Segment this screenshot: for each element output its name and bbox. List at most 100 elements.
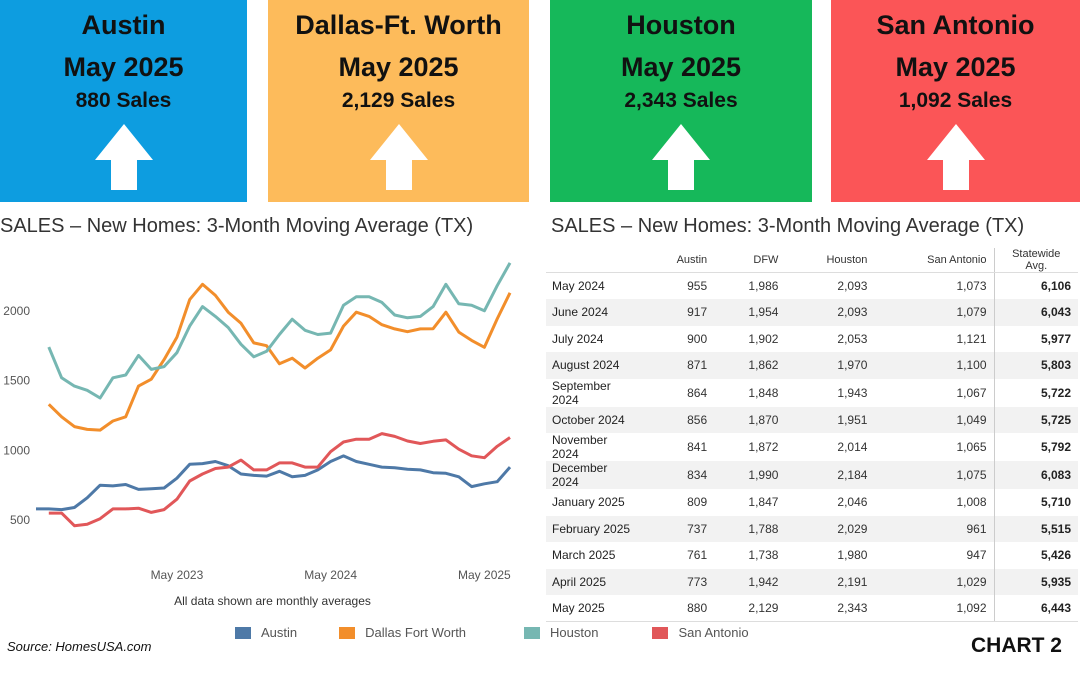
legend-swatch: [652, 626, 669, 639]
y-tick-label: 2000: [3, 304, 30, 318]
table-cell: 6,083: [993, 461, 1078, 489]
card-city: Dallas-Ft. Worth: [295, 10, 502, 40]
table-cell: 2,093: [837, 279, 868, 293]
table-row: October 2024 856 1,870 1,951 1,049 5,725: [546, 406, 1078, 433]
sales-table: Austin DFW Houston San Antonio Statewide…: [546, 248, 1078, 622]
table-cell: 1,980: [837, 548, 868, 563]
chart-number-label: CHART 2: [970, 634, 1062, 657]
table-cell: 871: [642, 352, 715, 379]
up-arrow-icon: [652, 124, 710, 190]
row-month: January 2025: [552, 495, 625, 510]
table-cell: 2,191: [785, 568, 875, 595]
table-cell: 1,049: [874, 406, 994, 433]
legend-swatch: [339, 626, 356, 639]
table-cell: 5,722: [993, 378, 1078, 407]
legend-item-dfw: Dallas Fort Worth: [339, 625, 466, 640]
table-title: SALES – New Homes: 3-Month Moving Averag…: [551, 215, 1025, 237]
table-cell: 1,008: [956, 495, 987, 510]
table-cell: 737: [642, 515, 715, 542]
card-month: May 2025: [895, 52, 1016, 82]
table-cell: 5,426: [993, 542, 1078, 569]
row-month: February 2025: [546, 515, 642, 542]
card-san-antonio: San Antonio May 2025 1,092 Sales: [831, 0, 1080, 202]
table-cell: 2,343: [785, 595, 875, 622]
table-cell: 955: [687, 279, 708, 293]
card-sales: 880 Sales: [75, 89, 172, 112]
table-row: May 2024 955 1,986 2,093 1,073 6,106: [546, 272, 1078, 299]
table-cell: 5,515: [993, 515, 1078, 542]
table-header-row: Austin DFW Houston San Antonio Statewide…: [546, 248, 1078, 273]
table-row: January 2025 809 1,847 2,046 1,008 5,710: [546, 489, 1078, 516]
table-row: February 2025 737 1,788 2,029 961 5,515: [546, 515, 1078, 542]
table-cell: 1,073: [956, 279, 987, 293]
table-cell: 1,902: [748, 331, 779, 346]
row-month: September 2024: [552, 378, 611, 407]
table-cell: 5,710: [993, 489, 1078, 516]
legend-item-austin: Austin: [235, 625, 297, 640]
table-cell: 2,093: [785, 299, 875, 326]
table-cell: 834: [642, 461, 715, 489]
table-cell: 1,029: [874, 568, 994, 595]
table-cell: 1,848: [748, 385, 779, 400]
table-cell: 1,065: [956, 440, 987, 454]
table-cell: 1,954: [714, 299, 786, 326]
card-sales: 2,129 Sales: [341, 89, 456, 112]
table-cell: 2,014: [837, 440, 868, 454]
y-tick-label: 500: [10, 513, 30, 527]
table-cell: 761: [687, 548, 708, 563]
table-cell: 1,862: [714, 352, 786, 379]
table-cell: 1,847: [748, 495, 779, 510]
table-cell: 880: [642, 595, 715, 622]
table-cell: 2,029: [785, 515, 875, 542]
card-houston: Houston May 2025 2,343 Sales: [550, 0, 812, 202]
table-cell: 809: [687, 495, 708, 510]
row-month: April 2025: [546, 568, 642, 595]
legend-label: Houston: [550, 625, 599, 640]
col-header: Houston: [785, 248, 875, 273]
legend-label: San Antonio: [678, 625, 749, 640]
table-row: August 2024 871 1,862 1,970 1,100 5,803: [546, 352, 1078, 379]
col-header: DFW: [714, 248, 786, 273]
card-sales: 1,092 Sales: [898, 89, 1013, 112]
table-cell: 5,977: [993, 325, 1078, 352]
table-cell: 5,792: [993, 433, 1078, 461]
card-city: San Antonio: [876, 10, 1035, 40]
line-chart: 500 1000 1500 2000 May 2023 May 2024 May 2025: [3, 262, 512, 582]
col-header: Austin: [642, 248, 715, 273]
table-cell: 1,951: [785, 406, 875, 433]
table-cell: 1,738: [748, 548, 779, 563]
up-arrow-icon: [94, 124, 153, 190]
x-tick-label: May 2024: [304, 568, 357, 582]
chart-legend: Austin Dallas Fort Worth Houston San Ant…: [235, 625, 791, 640]
legend-item-san-antonio: San Antonio: [652, 625, 749, 640]
chart-footnote: All data shown are monthly averages: [174, 594, 371, 608]
table-cell: 6,106: [993, 272, 1078, 299]
table-cell: 773: [642, 568, 715, 595]
table-cell: 1,943: [837, 385, 868, 400]
table-row: December 2024 834 1,990 2,184 1,075 6,083: [546, 461, 1078, 489]
table-cell: 6,443: [993, 595, 1078, 622]
up-arrow-icon: [369, 124, 428, 190]
row-month: July 2024: [552, 331, 604, 346]
table-cell: 900: [687, 331, 708, 346]
table-cell: 1,100: [874, 352, 994, 379]
series-line-dallas-fort-worth: [47, 282, 512, 432]
legend-swatch: [235, 626, 251, 639]
table-row: July 2024 900 1,902 2,053 1,121 5,977: [546, 325, 1078, 352]
table-cell: 1,067: [956, 385, 987, 400]
card-month: May 2025: [338, 52, 459, 82]
legend-label: Dallas Fort Worth: [365, 625, 467, 640]
table-cell: 2,129: [714, 595, 786, 622]
up-arrow-icon: [926, 124, 985, 190]
table-row: March 2025 761 1,738 1,980 947 5,426: [546, 542, 1078, 569]
x-tick-label: May 2025: [458, 568, 511, 582]
chart-title: SALES – New Homes: 3-Month Moving Averag…: [0, 215, 474, 237]
card-city: Houston: [626, 10, 736, 40]
row-month: October 2024: [546, 406, 642, 433]
row-month: May 2024: [552, 279, 605, 293]
table-cell: 1,986: [748, 279, 779, 293]
table-cell: 1,079: [874, 299, 994, 326]
table-cell: 2,184: [785, 461, 875, 489]
y-tick-label: 1000: [3, 443, 30, 457]
card-dallas: Dallas-Ft. Worth May 2025 2,129 Sales: [268, 0, 529, 202]
